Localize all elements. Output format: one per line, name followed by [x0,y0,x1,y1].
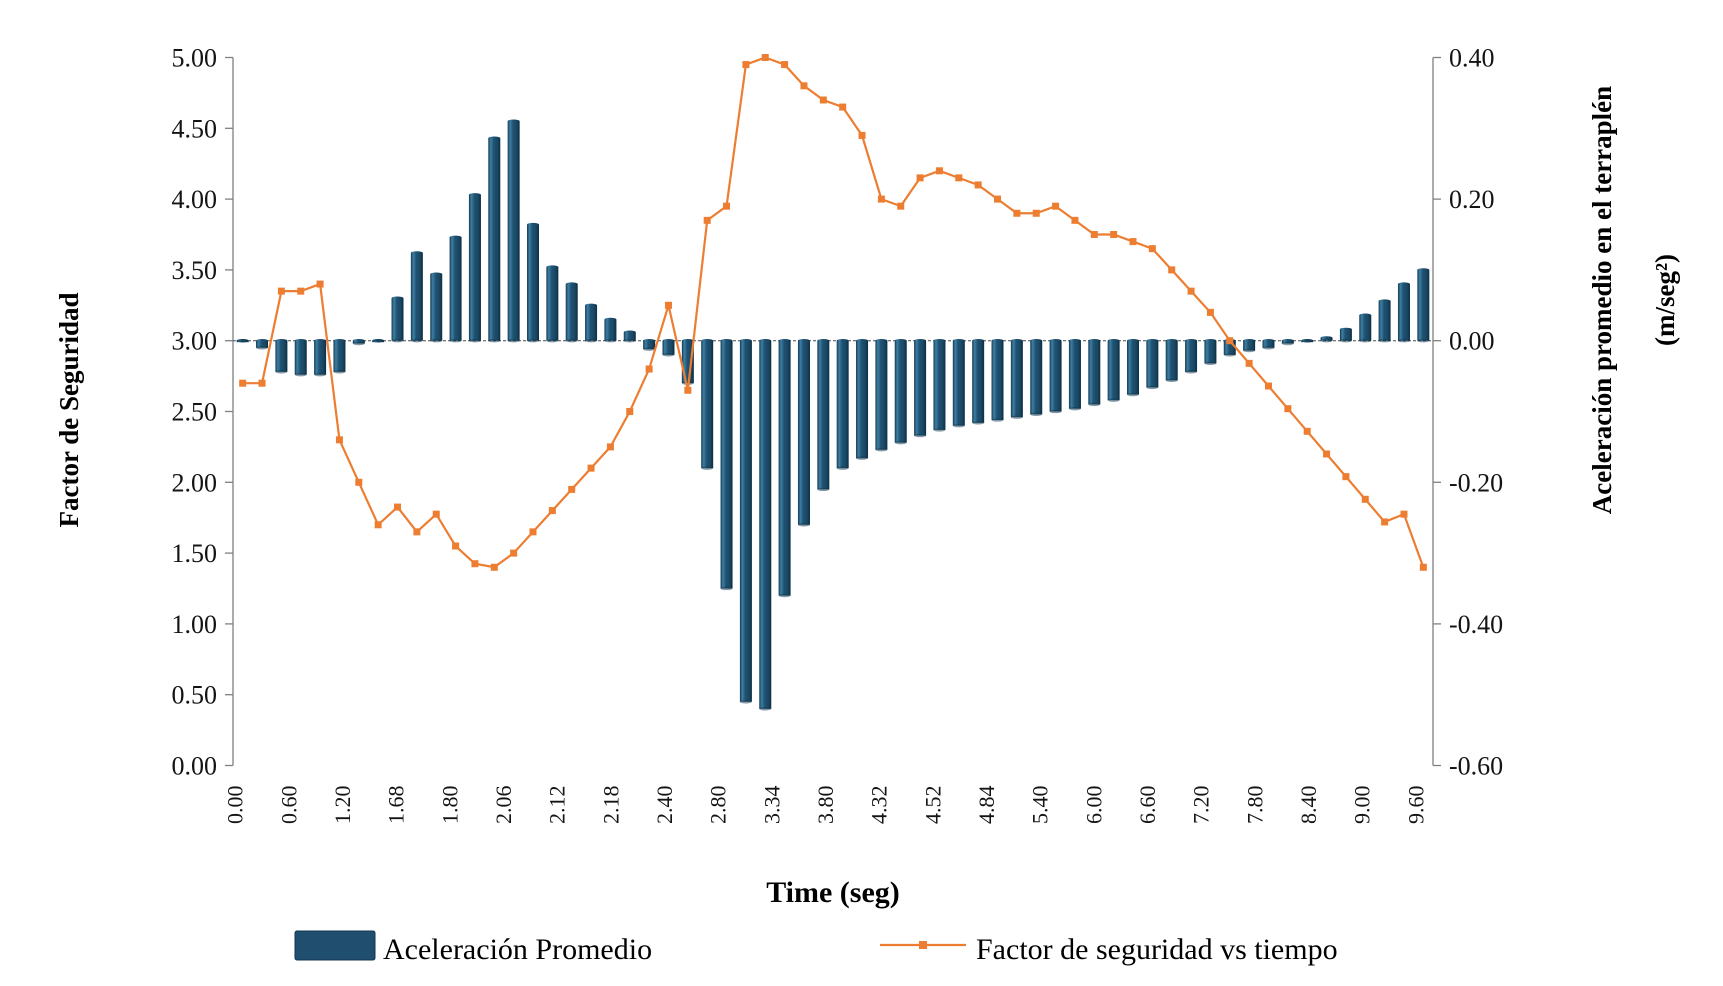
svg-text:3.34: 3.34 [759,786,784,825]
svg-text:8.40: 8.40 [1296,786,1321,825]
svg-text:4.84: 4.84 [974,786,999,825]
svg-text:7.20: 7.20 [1189,786,1214,825]
svg-text:Factor de Seguridad: Factor de Seguridad [54,293,84,528]
svg-text:2.06: 2.06 [491,786,516,825]
svg-text:1.20: 1.20 [330,786,355,825]
svg-text:2.12: 2.12 [545,786,570,825]
svg-text:-0.60: -0.60 [1449,752,1503,781]
svg-text:5.40: 5.40 [1028,786,1053,825]
svg-text:6.00: 6.00 [1081,786,1106,825]
svg-text:2.80: 2.80 [706,786,731,825]
svg-text:1.50: 1.50 [172,539,218,568]
svg-text:4.32: 4.32 [867,786,892,825]
svg-text:0.00: 0.00 [172,752,218,781]
svg-text:0.00: 0.00 [1449,327,1495,356]
svg-text:(m/seg²): (m/seg²) [1650,254,1680,346]
svg-text:3.50: 3.50 [172,256,218,285]
svg-text:0.50: 0.50 [172,681,218,710]
svg-text:6.60: 6.60 [1135,786,1160,825]
svg-text:2.00: 2.00 [172,468,218,497]
svg-text:3.80: 3.80 [813,786,838,825]
svg-text:2.50: 2.50 [172,398,218,427]
svg-text:4.00: 4.00 [172,185,218,214]
svg-text:9.60: 9.60 [1403,786,1428,825]
svg-text:Aceleración Promedio: Aceleración Promedio [383,933,652,966]
svg-text:Time (seg): Time (seg) [766,876,900,909]
svg-text:9.00: 9.00 [1350,786,1375,825]
svg-text:3.00: 3.00 [172,327,218,356]
svg-text:2.40: 2.40 [652,786,677,825]
svg-text:0.40: 0.40 [1449,44,1495,73]
svg-text:1.80: 1.80 [437,786,462,825]
svg-text:Factor de seguridad vs tiempo: Factor de seguridad vs tiempo [976,933,1338,966]
svg-text:1.68: 1.68 [384,786,409,825]
svg-text:-0.40: -0.40 [1449,610,1503,639]
svg-text:0.00: 0.00 [223,786,248,825]
svg-text:0.60: 0.60 [276,786,301,825]
svg-text:4.52: 4.52 [920,786,945,825]
svg-text:4.50: 4.50 [172,114,218,143]
svg-text:5.00: 5.00 [172,44,218,73]
svg-text:Aceleración promedio en el ter: Aceleración promedio en el terraplén [1587,86,1617,514]
svg-text:-0.20: -0.20 [1449,468,1503,497]
svg-text:2.18: 2.18 [598,786,623,825]
svg-text:7.80: 7.80 [1242,786,1267,825]
svg-text:0.20: 0.20 [1449,185,1495,214]
svg-text:1.00: 1.00 [172,610,218,639]
